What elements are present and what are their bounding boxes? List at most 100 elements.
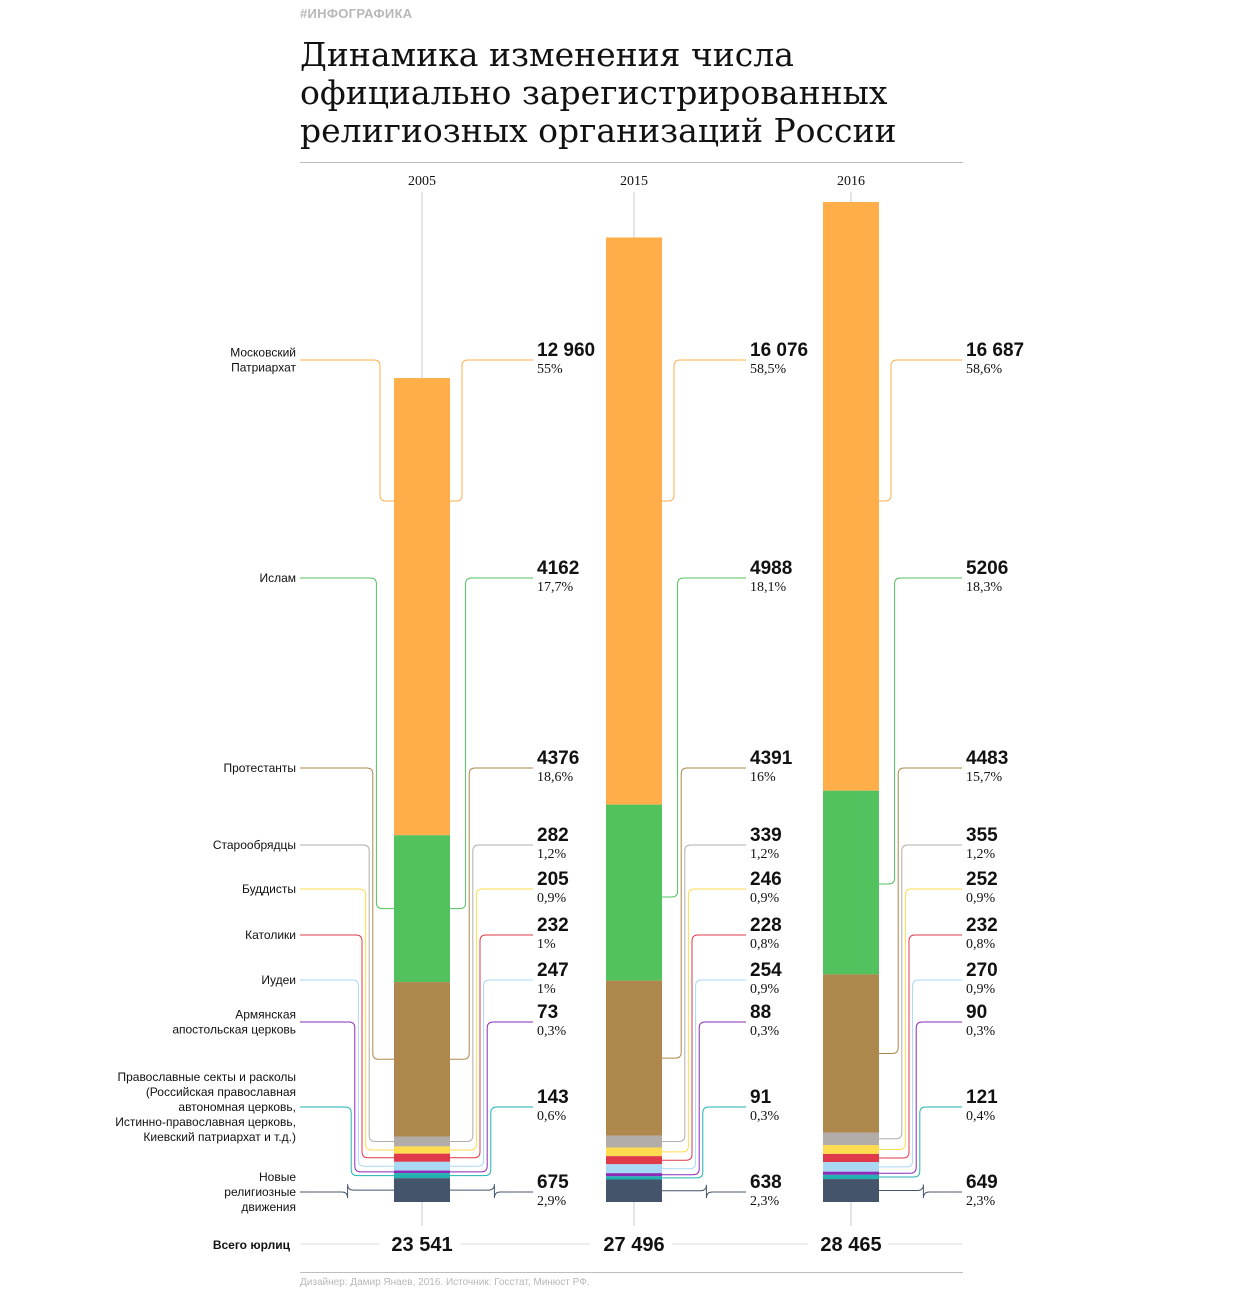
- percent-label: 0,8%: [750, 937, 780, 952]
- value-label: 247: [537, 960, 569, 981]
- series-label: Патриархат: [231, 361, 296, 375]
- value-label: 16 687: [966, 340, 1024, 361]
- value-label: 282: [537, 825, 569, 846]
- bar-segment: [823, 1179, 879, 1202]
- value-connector: [879, 767, 962, 1054]
- value-connector: [879, 1184, 962, 1199]
- category-connector: [300, 1184, 394, 1199]
- category-connector: [300, 1106, 394, 1177]
- bar-segment: [606, 1164, 662, 1174]
- series-label: Новые: [259, 1170, 296, 1184]
- bar-segment: [606, 980, 662, 1136]
- value-label: 252: [966, 869, 998, 890]
- value-connector: [450, 767, 533, 1060]
- value-connector: [450, 1106, 533, 1177]
- value-label: 638: [750, 1172, 782, 1193]
- year-label: 2005: [408, 174, 436, 189]
- bar-segment: [394, 1161, 450, 1171]
- value-connector: [450, 1184, 533, 1199]
- value-connector: [662, 359, 746, 502]
- category-connector: [300, 934, 394, 1159]
- value-connector: [879, 844, 962, 1140]
- percent-label: 0,3%: [966, 1024, 996, 1039]
- total-value: 27 496: [603, 1234, 664, 1256]
- value-connector: [662, 1106, 746, 1179]
- bar-segment: [823, 1171, 879, 1175]
- title-line-1: Динамика изменения числа: [300, 35, 794, 74]
- value-label: 232: [966, 915, 998, 936]
- value-label: 12 960: [537, 340, 595, 361]
- series-label: Московский: [230, 346, 296, 360]
- percent-label: 0,9%: [750, 891, 780, 906]
- value-connector: [450, 844, 533, 1142]
- series-label: движения: [241, 1200, 296, 1214]
- bar-segment: [394, 835, 450, 983]
- percent-label: 15,7%: [966, 770, 1003, 785]
- value-connector: [450, 888, 533, 1151]
- series-label: (Российская православная: [146, 1085, 296, 1099]
- value-label: 228: [750, 915, 782, 936]
- value-label: 675: [537, 1172, 569, 1193]
- percent-label: 55%: [537, 362, 563, 377]
- value-label: 270: [966, 960, 998, 981]
- value-connector: [662, 979, 746, 1170]
- percent-label: 0,3%: [750, 1109, 780, 1124]
- percent-label: 2,3%: [750, 1194, 780, 1209]
- bar-segment: [394, 1136, 450, 1147]
- percent-label: 0,9%: [966, 891, 996, 906]
- value-label: 4162: [537, 558, 579, 579]
- series-label: Старообрядцы: [213, 838, 296, 852]
- percent-label: 17,7%: [537, 580, 574, 595]
- percent-label: 0,6%: [537, 1109, 567, 1124]
- title-line-2: официально зарегистрированных: [300, 73, 888, 112]
- value-label: 91: [750, 1087, 772, 1108]
- bar-segment: [606, 1179, 662, 1202]
- value-connector: [450, 979, 533, 1167]
- value-label: 4391: [750, 748, 793, 769]
- bar-segment: [394, 1170, 450, 1174]
- value-label: 143: [537, 1087, 569, 1108]
- series-label: религиозные: [224, 1185, 296, 1199]
- percent-label: 1,2%: [750, 847, 780, 862]
- value-label: 254: [750, 960, 782, 981]
- bottom-divider: [300, 1272, 963, 1273]
- bar-segment: [394, 1173, 450, 1179]
- bar-segment: [606, 1176, 662, 1180]
- bar-segment: [606, 237, 662, 805]
- bar-segment: [394, 1153, 450, 1162]
- year-label: 2015: [620, 174, 648, 189]
- percent-label: 1,2%: [537, 847, 567, 862]
- totals-title: Всего юрлиц: [213, 1238, 291, 1252]
- percent-label: 18,1%: [750, 580, 787, 595]
- value-connector: [662, 767, 746, 1059]
- category-connector: [300, 1021, 394, 1173]
- footer-credit: Дизайнер: Дамир Янаев, 2016. Источник: Г…: [300, 1277, 590, 1288]
- bar-segment: [606, 804, 662, 981]
- value-connector: [662, 1021, 746, 1176]
- value-label: 205: [537, 869, 569, 890]
- value-connector: [662, 1184, 746, 1199]
- chart-title: Динамика изменения числа официально заре…: [300, 36, 980, 150]
- category-connector: [300, 888, 394, 1151]
- value-connector: [450, 1021, 533, 1173]
- series-label: Буддисты: [242, 882, 296, 896]
- bar-segment: [606, 1173, 662, 1177]
- bar-segment: [606, 1147, 662, 1157]
- bar-segment: [394, 1146, 450, 1154]
- value-label: 5206: [966, 558, 1008, 579]
- value-label: 4483: [966, 748, 1008, 769]
- percent-label: 0,9%: [966, 982, 996, 997]
- bar-segment: [823, 1145, 879, 1154]
- series-label: Иудеи: [261, 973, 296, 987]
- percent-label: 0,9%: [537, 891, 567, 906]
- value-connector: [662, 844, 746, 1143]
- series-label: Православные секты и расколы: [117, 1070, 296, 1084]
- category-connector: [300, 767, 394, 1060]
- series-label: Истинно-православная церковь,: [115, 1115, 296, 1129]
- bar-segment: [606, 1156, 662, 1165]
- value-connector: [879, 1021, 962, 1174]
- value-connector: [662, 888, 746, 1153]
- category-connector: [300, 844, 394, 1142]
- total-value: 28 465: [820, 1234, 881, 1256]
- bar-segment: [823, 1153, 879, 1163]
